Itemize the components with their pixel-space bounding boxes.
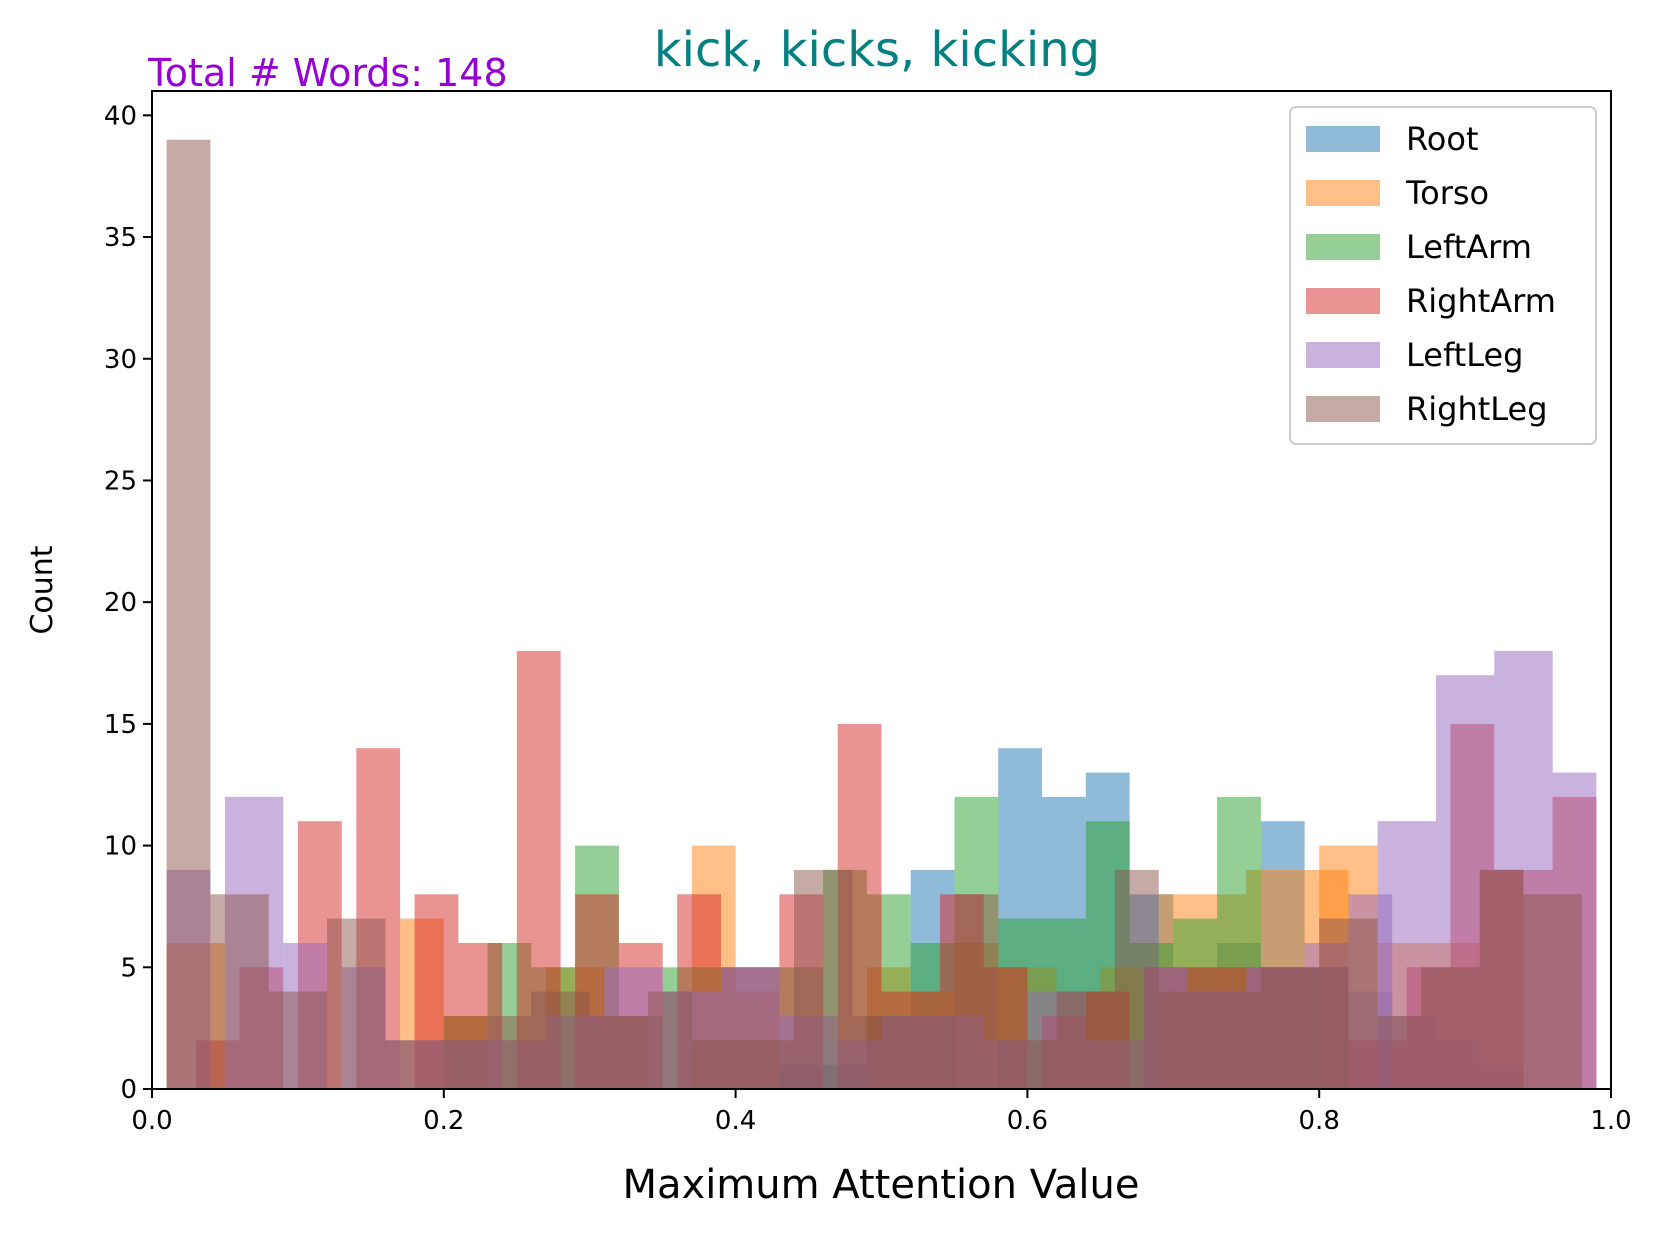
plot-frame (151, 90, 1612, 1090)
bar-rightleg (487, 1016, 532, 1089)
bar-rightleg (1056, 991, 1115, 1089)
bar-rightleg (1217, 991, 1261, 1089)
x-tick-label: 0.8 (1299, 1106, 1340, 1136)
bar-rightleg (1114, 869, 1159, 1089)
bar-rightleg (327, 918, 386, 1089)
legend-label-rightleg: RightLeg (1406, 390, 1548, 428)
bar-rightleg (429, 1040, 488, 1089)
legend-label-torso: Torso (1405, 174, 1489, 212)
x-tick-label: 0.4 (715, 1106, 756, 1136)
legend-label-leftleg: LeftLeg (1406, 336, 1523, 374)
x-tick-label: 0.2 (423, 1106, 464, 1136)
bar-rightleg (589, 1016, 649, 1089)
y-axis-label: Count (25, 545, 60, 634)
legend: Root Torso LeftArm RightArm LeftLeg RightLeg (1289, 106, 1597, 445)
bar-rightleg (1377, 1016, 1422, 1089)
y-tick-label: 35 (104, 223, 137, 253)
bars-layer (166, 139, 1597, 1089)
y-tick-label: 30 (104, 345, 137, 375)
y-tick-label: 5 (120, 953, 137, 983)
bar-rightleg (210, 894, 269, 1089)
bar-rightleg (648, 991, 692, 1089)
legend-swatch-torso (1306, 180, 1380, 206)
chart-title: kick, kicks, kicking (654, 22, 1100, 78)
series-rightleg (166, 139, 1582, 1089)
legend-swatch-leftarm (1306, 234, 1380, 260)
bar-rightleg (998, 1040, 1057, 1089)
x-tick-label: 0.6 (1007, 1106, 1048, 1136)
bar-rightleg (1479, 869, 1524, 1089)
bar-rightleg (852, 1016, 897, 1089)
y-tick-label: 15 (104, 710, 137, 740)
bar-rightleg (1260, 967, 1320, 1089)
y-axis: 0 5 10 15 20 25 30 35 40 (104, 101, 152, 1105)
bar-rightleg (896, 1016, 955, 1089)
bar-rightleg (954, 894, 999, 1089)
legend-swatch-leftleg (1306, 342, 1380, 368)
bar-rightleg (1319, 918, 1378, 1089)
x-tick-label: 1.0 (1590, 1106, 1631, 1136)
bar-rightleg (1421, 967, 1480, 1089)
total-words-annotation: Total # Words: 148 (147, 51, 508, 95)
y-tick-label: 0 (120, 1075, 137, 1105)
bar-rightleg (166, 139, 211, 1089)
legend-swatch-root (1306, 126, 1380, 152)
bar-rightleg (531, 991, 590, 1089)
x-axis: 0.0 0.2 0.4 0.6 0.8 1.0 (131, 1089, 1632, 1136)
y-tick-label: 10 (104, 832, 137, 862)
bar-rightleg (794, 869, 853, 1089)
legend-label-root: Root (1406, 120, 1479, 158)
legend-swatch-rightarm (1306, 288, 1380, 314)
bar-rightleg (691, 1040, 751, 1089)
bar-rightleg (1523, 894, 1582, 1089)
x-tick-label: 0.0 (131, 1106, 172, 1136)
y-tick-label: 40 (104, 101, 137, 131)
legend-label-rightarm: RightArm (1406, 282, 1556, 320)
legend-label-leftarm: LeftArm (1406, 228, 1532, 266)
y-tick-label: 20 (104, 588, 137, 618)
bar-rightleg (1158, 991, 1218, 1089)
x-axis-label: Maximum Attention Value (623, 1162, 1140, 1208)
legend-swatch-rightleg (1306, 396, 1380, 422)
bar-rightleg (268, 991, 328, 1089)
y-tick-label: 25 (104, 466, 137, 496)
bar-rightleg (750, 1040, 794, 1089)
bar-rightleg (385, 1040, 430, 1089)
